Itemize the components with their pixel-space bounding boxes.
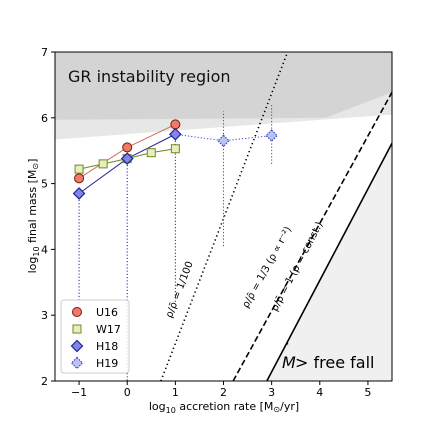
legend-marker-w17 xyxy=(72,324,82,334)
gr-region-label: GR instability region xyxy=(68,67,231,86)
legend-marker-h19 xyxy=(70,356,84,370)
h18-point xyxy=(72,187,86,200)
y-axis-label: log10 final mass [M⊙] xyxy=(26,159,41,274)
x-tick-label: 2 xyxy=(220,386,227,399)
legend-marker-h18 xyxy=(70,339,84,353)
reference-line-2 xyxy=(232,90,392,381)
free-fall-mdot: M xyxy=(282,353,296,372)
w17-point xyxy=(170,144,180,154)
free-fall-dot: ˙ xyxy=(284,342,291,358)
reference-lines xyxy=(160,52,392,381)
gr-region-dark xyxy=(55,52,392,120)
h18-point xyxy=(169,127,182,141)
x-tick-label: 3 xyxy=(268,386,275,399)
x-tick-label: −1 xyxy=(71,386,87,399)
axis-ticks: −1 0 1 2 3 4 5 2 3 4 5 6 7 xyxy=(41,46,371,399)
y-tick-label: 7 xyxy=(41,46,48,59)
y-tick-label: 5 xyxy=(41,178,48,191)
w17-point xyxy=(146,148,156,158)
free-fall-label: M ˙ > free fall xyxy=(282,342,374,372)
h18-point xyxy=(120,152,134,165)
w17-point xyxy=(98,159,108,169)
legend: U16 W17 H18 H19 xyxy=(60,299,130,374)
reference-line-label-1: ρ/ρ̄ = 1/100 xyxy=(164,260,196,320)
h19-point xyxy=(265,129,278,142)
legend-label-w17: W17 xyxy=(96,323,121,336)
reference-line-3 xyxy=(266,141,392,381)
x-tick-label: 1 xyxy=(172,386,179,399)
data-series xyxy=(72,104,278,381)
y-tick-label: 6 xyxy=(41,112,48,125)
x-axis-label: log10 accretion rate [M⊙/yr] xyxy=(149,400,299,415)
y-tick-label: 3 xyxy=(41,309,48,322)
u16-point xyxy=(74,173,85,184)
x-tick-label: 5 xyxy=(364,386,371,399)
legend-label-h18: H18 xyxy=(96,340,118,353)
x-tick-label: 0 xyxy=(124,386,131,399)
legend-box xyxy=(60,299,130,374)
legend-label-h19: H19 xyxy=(96,357,118,370)
y-tick-label: 4 xyxy=(41,243,48,256)
x-tick-label: 4 xyxy=(316,386,323,399)
legend-label-u16: U16 xyxy=(96,306,118,319)
u16-point xyxy=(170,119,181,130)
h19-point xyxy=(217,134,230,148)
legend-marker-u16 xyxy=(72,307,82,317)
w17-point xyxy=(74,164,84,174)
free-fall-text: > free fall xyxy=(295,353,374,372)
y-tick-label: 2 xyxy=(41,375,48,388)
u16-point xyxy=(122,142,133,153)
